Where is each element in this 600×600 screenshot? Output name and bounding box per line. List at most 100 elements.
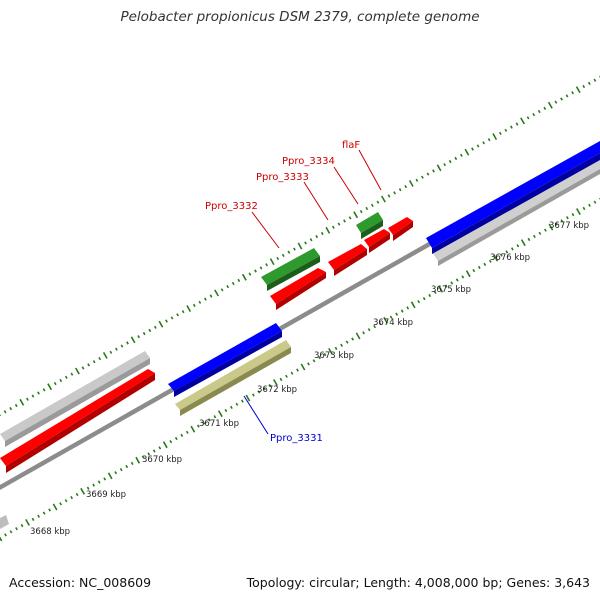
outer-tick-mark (204, 297, 207, 301)
outer-tick-mark (3, 410, 7, 414)
gene-label-ppro-3331: Ppro_3331 (270, 433, 323, 444)
inner-tick-mark (59, 502, 62, 506)
outer-tick-mark (98, 356, 102, 361)
inner-tick-mark (461, 275, 465, 279)
inner-tick-mark (566, 216, 569, 220)
callout-ppro-3333 (303, 181, 329, 221)
outer-tick-mark (426, 172, 430, 176)
outer-tick-mark (14, 403, 18, 408)
inner-tick-mark (472, 268, 476, 273)
inner-tick-mark (555, 222, 558, 226)
callout-ppro-3332 (251, 211, 280, 249)
outer-tick-mark (214, 289, 219, 297)
outer-tick-mark (269, 258, 275, 266)
map-title: Pelobacter propionicus DSM 2379, complet… (120, 9, 480, 25)
outer-tick-mark (19, 398, 25, 406)
inner-tick-mark (217, 410, 223, 418)
inner-tick-mark (162, 441, 168, 449)
inner-tick-mark (520, 239, 526, 247)
outer-tick-mark (408, 180, 414, 187)
outer-tick-mark (459, 153, 463, 157)
outer-tick-mark (165, 319, 168, 323)
outer-tick-mark (70, 372, 74, 376)
inner-tick-mark (158, 446, 162, 450)
gene-label-flaf: flaF (342, 140, 360, 151)
gene-label-ppro-3333: Ppro_3333 (256, 172, 309, 183)
inner-tick-mark (493, 254, 499, 262)
outer-tick-mark (192, 303, 196, 308)
outer-tick-mark (532, 113, 536, 117)
inner-tick-mark (180, 433, 184, 438)
outer-tick-mark (276, 256, 280, 261)
inner-tick-mark (373, 324, 376, 329)
outer-tick-mark (575, 86, 581, 94)
outer-tick-mark (482, 141, 485, 145)
outer-tick-mark (543, 106, 547, 111)
outer-tick-mark (153, 325, 157, 329)
gray-feature-3 (0, 515, 9, 529)
gene-label-ppro-3332: Ppro_3332 (205, 201, 258, 212)
outer-tick-mark (209, 294, 213, 298)
outer-tick-mark (464, 148, 470, 156)
outer-tick-mark (248, 272, 252, 276)
inner-tick-mark (538, 231, 542, 235)
outer-tick-mark (547, 101, 553, 109)
inner-tick-mark (367, 328, 371, 332)
outer-tick-mark (359, 209, 363, 214)
inner-tick-mark (273, 379, 278, 386)
outer-tick-mark (64, 375, 68, 379)
outer-tick-mark (443, 163, 447, 167)
outer-tick-mark (102, 352, 108, 359)
outer-tick-mark (231, 281, 235, 286)
inner-tick-mark (80, 487, 86, 495)
ruler-label-3675: 3675 kbp (431, 285, 471, 295)
inner-tick-mark (107, 472, 113, 480)
inner-tick-mark (488, 259, 492, 263)
outer-tick-mark (186, 305, 192, 312)
ruler-label-3670: 3670 kbp (142, 455, 182, 465)
inner-tick-mark (576, 208, 581, 215)
inner-tick-mark (417, 300, 421, 304)
inner-tick-mark (64, 499, 68, 503)
outer-tick-mark (582, 84, 586, 89)
gray-feature-plus-1 (0, 351, 150, 447)
inner-tick-mark (450, 281, 454, 285)
inner-tick-mark (312, 359, 316, 363)
inner-tick-mark (383, 316, 389, 324)
inner-tick-mark (9, 530, 13, 534)
inner-tick-mark (147, 452, 151, 456)
inner-tick-mark (213, 415, 217, 419)
inner-tick-mark (406, 306, 410, 310)
inner-tick-mark (400, 309, 404, 313)
ruler-label-3668: 3668 kbp (30, 527, 70, 537)
feature-flaf-rna (356, 212, 383, 239)
inner-tick-mark (174, 436, 178, 441)
inner-tick-mark (395, 312, 399, 316)
inner-tick-mark (410, 301, 416, 309)
callout-ppro-3331 (243, 395, 269, 435)
inner-tick-mark (48, 508, 51, 512)
outer-tick-mark (325, 226, 331, 234)
inner-tick-mark (477, 265, 481, 270)
outer-tick-mark (59, 378, 63, 383)
outer-tick-mark (237, 278, 241, 283)
outer-tick-mark (436, 164, 442, 172)
inner-tick-mark (527, 237, 531, 242)
outer-tick-mark (293, 247, 296, 251)
outer-tick-mark (492, 133, 498, 140)
feature-ppro-3334 (364, 229, 390, 253)
inner-tick-mark (593, 200, 597, 204)
outer-tick-mark (130, 336, 136, 344)
inner-tick-mark (52, 503, 58, 511)
inner-tick-mark (499, 253, 503, 257)
ruler-label-3672: 3672 kbp (257, 385, 297, 395)
inner-tick-mark (252, 393, 255, 397)
accession-text: Accession: NC_008609 (9, 575, 152, 590)
ruler-label-3674: 3674 kbp (373, 318, 413, 328)
outer-tick-mark (309, 238, 313, 242)
outer-tick-mark (393, 191, 396, 195)
callout-ppro-3334 (333, 166, 359, 205)
outer-tick-mark (343, 219, 346, 223)
inner-tick-mark (196, 424, 200, 428)
ruler-label-3677: 3677 kbp (549, 221, 589, 231)
